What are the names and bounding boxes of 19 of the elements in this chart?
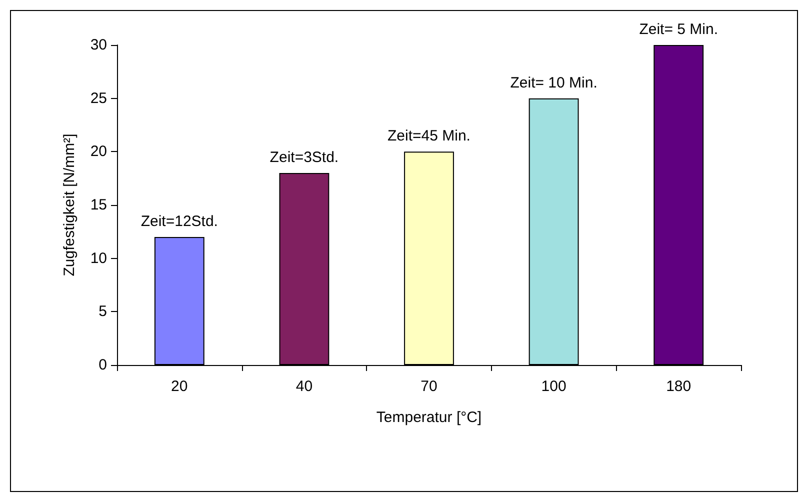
y-tick-label: 15 xyxy=(90,196,107,214)
y-tick-label: 30 xyxy=(90,36,107,54)
annotation: Zeit= 5 Min. xyxy=(639,21,718,38)
annotation: Zeit=45 Min. xyxy=(388,128,470,145)
annotation: Zeit= 10 Min. xyxy=(510,74,598,92)
x-tick-label: 180 xyxy=(666,378,692,395)
y-tick-label: 0 xyxy=(98,356,107,374)
y-tick-label: 5 xyxy=(98,303,107,320)
annotation: Zeit=3Std. xyxy=(270,149,339,166)
y-axis-title: Zugfestigkeit [N/mm²] xyxy=(61,134,78,276)
x-tick-label: 20 xyxy=(171,378,188,395)
y-tick-label: 25 xyxy=(90,90,107,107)
x-tick-label: 70 xyxy=(420,378,438,395)
annotation: Zeit=12Std. xyxy=(140,213,218,230)
x-tick-label: 100 xyxy=(541,378,566,395)
x-axis-title: Temperatur [°C] xyxy=(376,409,482,426)
y-tick-label: 10 xyxy=(90,250,107,267)
y-tick-label: 20 xyxy=(90,143,107,160)
x-tick-label: 40 xyxy=(296,378,313,395)
